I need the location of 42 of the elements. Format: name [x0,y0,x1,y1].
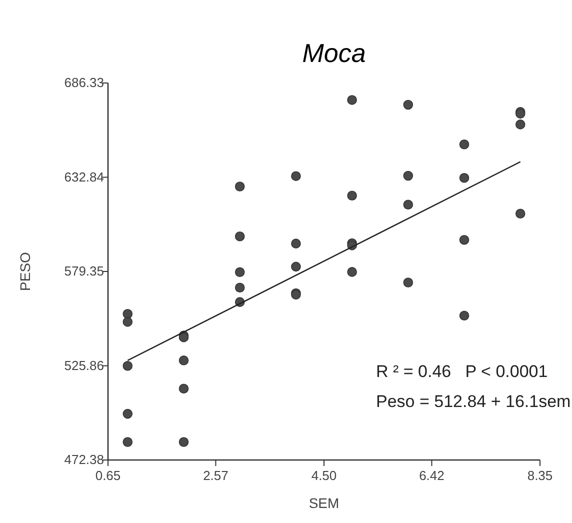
point [459,310,470,321]
y-tick-label: 472.38 [64,452,104,467]
point [178,437,189,447]
point [347,95,357,105]
point [515,208,526,219]
x-tick-label: 6.42 [419,468,444,483]
x-tick-label: 8.35 [527,468,553,483]
point [403,278,414,288]
y-tick-label: 579.35 [64,264,104,279]
point [234,231,245,242]
point [347,267,357,277]
annotation: R ² = 0.46 P < 0.0001 [376,362,548,381]
point [122,360,133,371]
x-axis-title: SEM [308,495,340,511]
point [291,262,301,272]
point [459,234,470,245]
x-tick-label: 2.57 [203,468,228,483]
point [403,200,414,210]
point [403,100,414,110]
point [122,437,133,447]
point [347,190,357,201]
annotation: Peso = 512.84 + 16.1sem [376,392,571,411]
point [234,267,245,278]
x-tick-label: 4.50 [311,468,337,483]
point [291,171,301,181]
y-axis-title: PESO [17,252,33,291]
point [459,139,470,150]
point [234,282,245,293]
point [291,238,301,248]
point [403,170,414,181]
y-tick-label: 686.33 [64,75,104,90]
point [122,408,133,419]
point [234,182,245,192]
point [459,172,470,183]
point [515,120,526,130]
y-tick-label: 632.84 [64,169,104,184]
point [178,356,189,366]
chart-title: Moca [302,38,366,68]
point [178,384,189,394]
x-tick-label: 0.65 [95,468,121,483]
point [122,316,133,327]
y-tick-label: 525.86 [64,358,104,373]
